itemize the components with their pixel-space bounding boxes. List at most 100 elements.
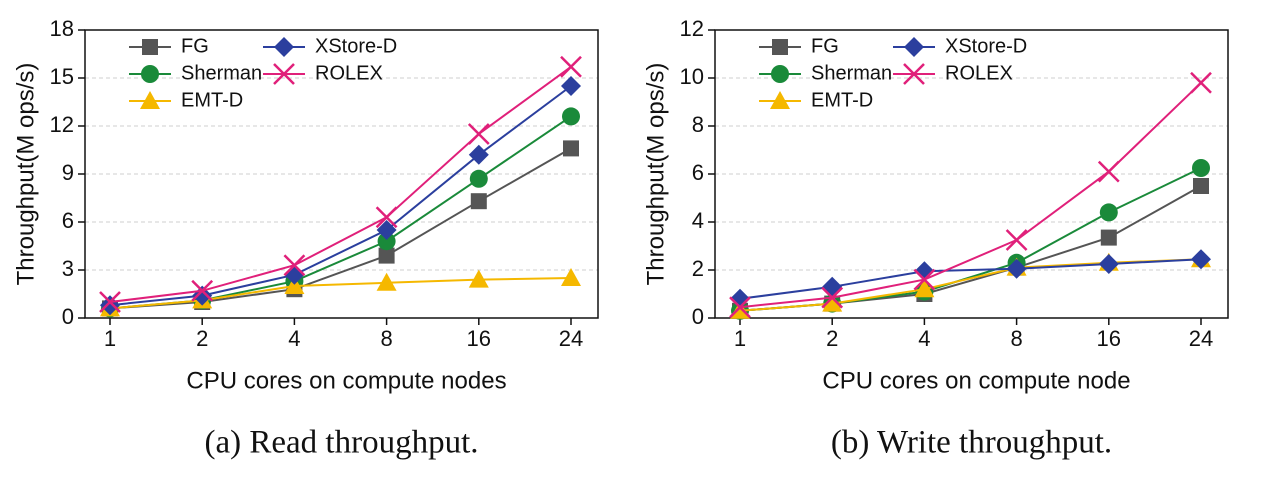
x-tick-label: 24: [1189, 326, 1213, 351]
plot-frame: [84, 29, 599, 319]
marker: [770, 91, 790, 109]
marker: [142, 39, 158, 55]
marker: [1099, 203, 1118, 222]
marker: [903, 63, 925, 85]
marker: [274, 37, 294, 57]
marker: [141, 65, 159, 83]
marker: [821, 286, 844, 309]
x-axis-label: CPU cores on compute nodes: [186, 367, 506, 394]
y-tick-label: 0: [692, 304, 704, 329]
marker: [822, 293, 843, 312]
marker: [140, 91, 160, 109]
y-tick-label: 0: [62, 304, 74, 329]
x-tick-label: 16: [1097, 326, 1121, 351]
y-tick-label: 9: [62, 160, 74, 185]
caption: (a) Read throughput.: [204, 425, 478, 461]
marker: [283, 254, 306, 277]
marker: [378, 247, 395, 264]
x-tick-label: 4: [918, 326, 930, 351]
marker: [560, 55, 582, 78]
plot-frame: [714, 29, 1229, 319]
y-tick-label: 2: [692, 256, 704, 281]
marker: [771, 65, 789, 83]
legend-label: EMT-D: [811, 89, 873, 111]
y-tick-label: 4: [692, 208, 704, 233]
marker: [1193, 178, 1209, 194]
series-line: [739, 185, 1202, 312]
legend-label: XStore-D: [315, 35, 397, 57]
marker: [561, 76, 581, 96]
marker: [468, 144, 489, 165]
marker: [730, 300, 750, 319]
series-line: [109, 147, 572, 310]
x-tick-label: 1: [734, 326, 746, 351]
marker: [376, 220, 397, 240]
marker: [1005, 229, 1028, 251]
series-line: [109, 85, 572, 307]
marker: [563, 140, 579, 157]
marker: [191, 279, 214, 302]
y-tick-label: 8: [692, 112, 704, 137]
x-tick-label: 1: [104, 326, 116, 351]
x-tick-label: 2: [826, 326, 838, 351]
legend-label: Sherman: [811, 62, 892, 84]
series-line: [739, 258, 1202, 312]
caption: (b) Write throughput.: [831, 425, 1112, 461]
marker: [375, 206, 398, 229]
x-tick-label: 2: [196, 326, 208, 351]
y-axis-label: Throughput(M ops/s): [12, 63, 39, 286]
marker: [468, 269, 489, 288]
series-line: [739, 258, 1202, 300]
marker: [469, 169, 488, 188]
marker: [1006, 258, 1027, 279]
legend-label: EMT-D: [181, 89, 243, 111]
x-tick-label: 4: [288, 326, 300, 351]
marker: [284, 276, 305, 294]
marker: [562, 107, 580, 126]
marker: [904, 37, 924, 57]
series-line: [109, 65, 572, 303]
y-tick-label: 10: [680, 64, 704, 89]
marker: [561, 268, 581, 286]
legend-label: ROLEX: [315, 62, 383, 84]
y-tick-label: 12: [680, 16, 704, 41]
y-tick-label: 15: [50, 64, 74, 89]
marker: [1192, 159, 1210, 177]
marker: [1098, 254, 1119, 274]
legend-label: Sherman: [181, 62, 262, 84]
x-axis-label: CPU cores on compute node: [822, 367, 1130, 394]
marker: [376, 272, 397, 291]
marker: [1100, 229, 1117, 246]
marker: [273, 63, 295, 85]
marker: [100, 295, 120, 316]
series-line: [739, 82, 1202, 309]
y-tick-label: 3: [62, 256, 74, 281]
x-tick-label: 16: [467, 326, 491, 351]
marker: [470, 193, 487, 210]
marker: [1191, 249, 1211, 270]
marker: [99, 291, 121, 313]
marker: [913, 268, 936, 291]
marker: [729, 296, 751, 319]
marker: [467, 123, 490, 145]
y-tick-label: 18: [50, 16, 74, 41]
legend-label: ROLEX: [945, 62, 1013, 84]
legend-label: XStore-D: [945, 35, 1027, 57]
x-tick-label: 24: [559, 326, 583, 351]
y-tick-label: 12: [50, 112, 74, 137]
marker: [822, 276, 843, 297]
y-tick-label: 6: [62, 208, 74, 233]
marker: [1097, 160, 1120, 183]
marker: [377, 232, 396, 251]
x-tick-label: 8: [380, 326, 392, 351]
y-axis-label: Throughput(M ops/s): [642, 63, 669, 286]
series-line: [109, 277, 572, 310]
legend-label: FG: [811, 35, 839, 57]
marker: [772, 39, 788, 55]
marker: [1190, 71, 1212, 94]
y-tick-label: 6: [692, 160, 704, 185]
legend-label: FG: [181, 35, 209, 57]
marker: [914, 279, 935, 298]
x-tick-label: 8: [1010, 326, 1022, 351]
